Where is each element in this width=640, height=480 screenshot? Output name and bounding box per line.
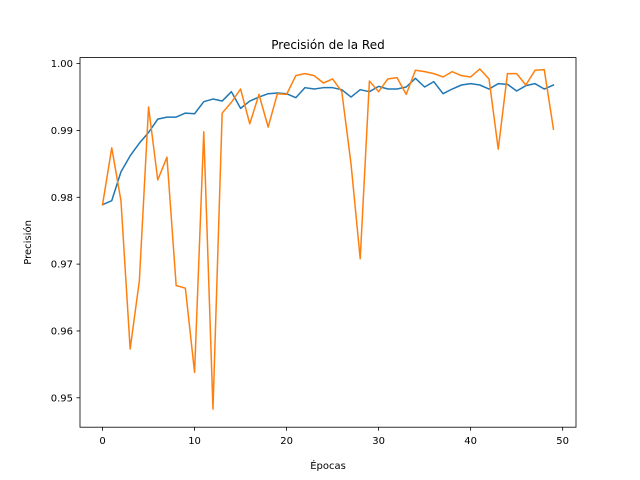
x-tick-label: 0 xyxy=(99,436,105,447)
x-tick-label: 50 xyxy=(556,436,569,447)
y-tick-label: 1.00 xyxy=(51,59,73,70)
y-axis-ticks: 0.95 0.96 0.97 0.98 0.99 1.00 xyxy=(51,59,80,404)
series-line-2 xyxy=(101,68,555,410)
chart-title: Precisión de la Red xyxy=(271,38,384,52)
y-tick-label: 0.95 xyxy=(51,393,73,404)
y-tick-label: 0.96 xyxy=(51,327,73,338)
x-tick-label: 40 xyxy=(464,436,477,447)
x-tick-label: 30 xyxy=(372,436,385,447)
y-tick-label: 0.99 xyxy=(51,126,73,137)
series-line-1 xyxy=(101,77,555,206)
plot-frame xyxy=(79,57,577,428)
y-tick-label: 0.97 xyxy=(51,260,73,271)
x-tick-label: 10 xyxy=(188,436,201,447)
x-tick-label: 20 xyxy=(280,436,293,447)
x-axis-label: Épocas xyxy=(310,459,346,472)
x-axis-ticks: 0 10 20 30 40 50 xyxy=(99,427,569,447)
y-axis-label: Precisión xyxy=(22,220,34,265)
plot-area xyxy=(101,68,555,410)
y-tick-label: 0.98 xyxy=(51,193,73,204)
